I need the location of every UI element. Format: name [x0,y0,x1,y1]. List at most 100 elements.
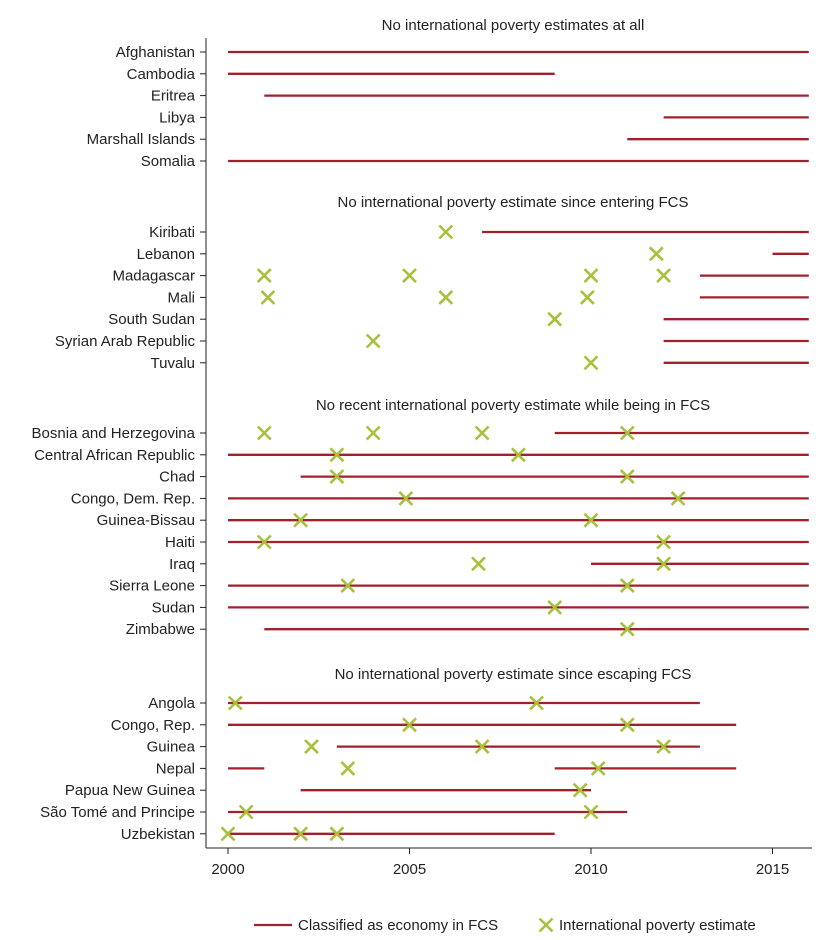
country-label: Bosnia and Herzegovina [32,425,196,442]
country-row: Chad [159,469,809,486]
poverty-estimate-marker [583,355,599,371]
country-label: Lebanon [137,246,195,263]
country-label: Chad [159,469,195,486]
marker-stroke [619,469,635,485]
marker-stroke [619,621,635,637]
marker-stroke [656,739,672,755]
poverty-estimate-marker [656,739,672,755]
marker-stroke [256,268,272,284]
legend-estimate-swatch [538,917,554,933]
country-label: Marshall Islands [87,131,195,148]
country-row: Lebanon [137,246,809,263]
marker-stroke [474,425,490,441]
marker-stroke [227,695,243,711]
poverty-estimate-marker [438,289,454,305]
marker-stroke [220,826,236,842]
country-label: Madagascar [112,268,195,285]
country-row: Afghanistan [116,44,809,61]
marker-stroke [398,490,414,506]
poverty-estimate-marker [256,268,272,284]
poverty-estimate-marker [619,469,635,485]
marker-stroke [670,490,686,506]
marker-stroke [293,512,309,528]
country-label: Papua New Guinea [65,782,196,799]
poverty-estimate-marker [583,512,599,528]
marker-stroke [529,695,544,711]
country-row: Somalia [141,153,809,170]
country-row: Sierra Leone [109,578,809,595]
marker-stroke [471,556,486,572]
poverty-estimate-marker [365,333,381,349]
marker-stroke [402,268,417,284]
country-label: Afghanistan [116,44,195,61]
poverty-estimate-marker [227,695,243,711]
country-label: Congo, Rep. [111,717,195,734]
section-group: No recent international poverty estimate… [32,397,809,638]
x-axis: 2000 2005 2010 2015 [206,847,812,878]
marker-stroke [619,425,635,441]
poverty-estimate-marker [656,556,672,572]
country-row: Mali [167,289,809,306]
country-label: Tuvalu [151,355,195,372]
country-row: Eritrea [151,88,809,105]
legend-estimate-label: International poverty estimate [559,917,756,934]
country-row: South Sudan [108,311,809,328]
marker-stroke [583,355,599,371]
marker-stroke [510,447,526,463]
country-label: Congo, Dem. Rep. [71,490,195,507]
marker-stroke [572,782,588,798]
poverty-estimate-marker [670,490,686,506]
poverty-estimate-marker [474,739,490,755]
legend: Classified as economy in FCS Internationa… [254,917,756,934]
poverty-estimate-marker [402,268,417,284]
x-tick-label: 2000 [211,861,244,878]
marker-stroke [590,760,606,776]
marker-stroke [583,268,599,284]
country-row: Angola [148,695,700,712]
poverty-estimate-marker [572,782,588,798]
marker-stroke [656,556,672,572]
country-label: South Sudan [108,311,195,328]
poverty-estimate-marker [474,425,490,441]
marker-stroke [402,717,417,733]
marker-stroke [619,578,635,594]
poverty-estimate-marker [583,268,599,284]
country-label: Uzbekistan [121,826,195,843]
country-row: Congo, Rep. [111,717,737,734]
marker-stroke [583,512,599,528]
section-title: No international poverty estimate since … [335,666,692,683]
country-row: Guinea-Bissau [97,512,809,529]
marker-stroke [365,425,381,441]
poverty-estimate-marker [471,556,486,572]
poverty-estimate-marker [402,717,417,733]
marker-stroke [583,804,599,820]
poverty-estimate-marker [329,826,345,842]
x-tick-label: 2010 [574,861,607,878]
country-row: Kiribati [149,224,809,241]
poverty-estimate-marker [583,804,599,820]
poverty-estimate-marker [238,804,254,820]
country-row: Madagascar [112,268,809,285]
poverty-estimate-marker [329,469,345,485]
country-row: Sudan [152,599,809,616]
country-label: Angola [148,695,195,712]
country-label: Kiribati [149,224,195,241]
poverty-estimate-marker [579,289,595,305]
marker-stroke [256,534,272,550]
country-row: Marshall Islands [87,131,809,148]
country-row: Papua New Guinea [65,782,591,799]
poverty-estimate-marker [365,425,381,441]
marker-stroke [547,599,563,615]
marker-stroke [656,534,672,550]
poverty-estimate-marker [619,621,635,637]
country-row: Haiti [165,534,809,551]
marker-stroke [579,289,595,305]
section-title: No recent international poverty estimate… [316,397,710,414]
country-row: Bosnia and Herzegovina [32,425,809,442]
country-row: Syrian Arab Republic [55,333,809,350]
marker-stroke [329,826,345,842]
poverty-estimate-marker [329,447,345,463]
marker-stroke [656,268,672,284]
country-label: Haiti [165,534,195,551]
